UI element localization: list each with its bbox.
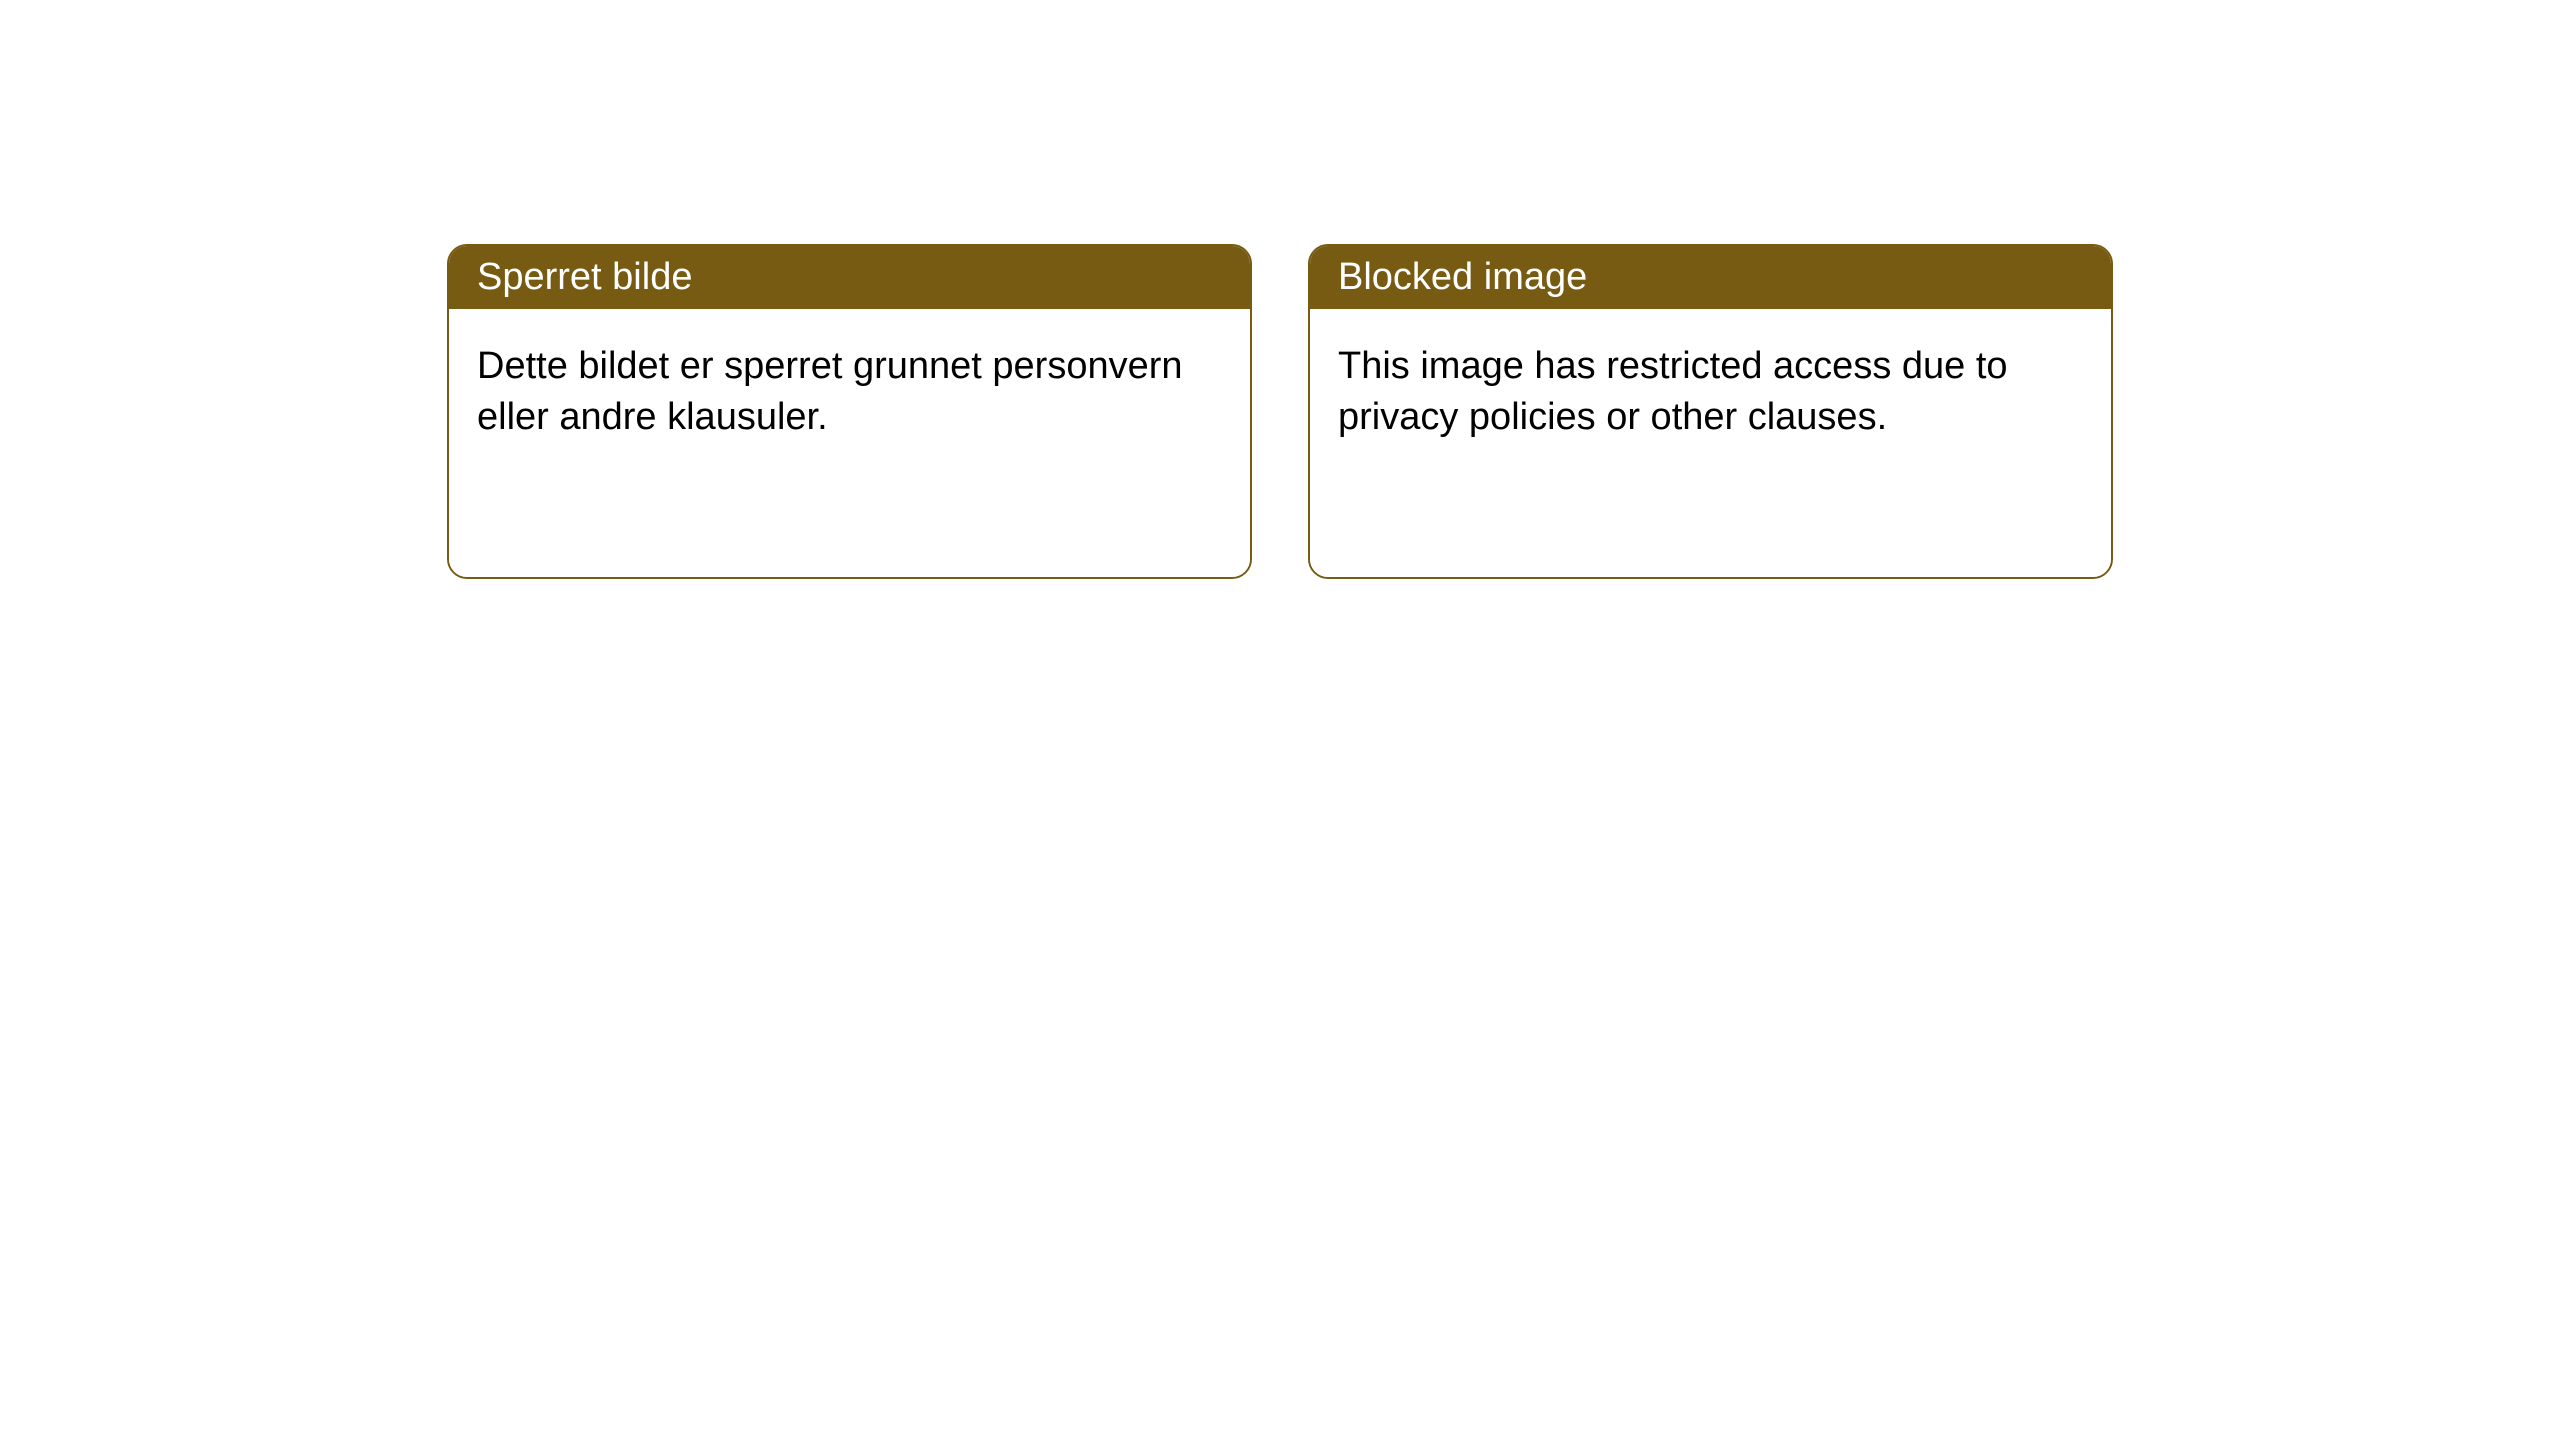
notice-container: Sperret bilde Dette bildet er sperret gr… xyxy=(447,244,2113,579)
notice-card-norwegian: Sperret bilde Dette bildet er sperret gr… xyxy=(447,244,1252,579)
notice-card-english: Blocked image This image has restricted … xyxy=(1308,244,2113,579)
notice-card-title: Sperret bilde xyxy=(449,246,1250,309)
notice-card-body: This image has restricted access due to … xyxy=(1310,309,2111,577)
notice-card-title: Blocked image xyxy=(1310,246,2111,309)
notice-card-body: Dette bildet er sperret grunnet personve… xyxy=(449,309,1250,577)
